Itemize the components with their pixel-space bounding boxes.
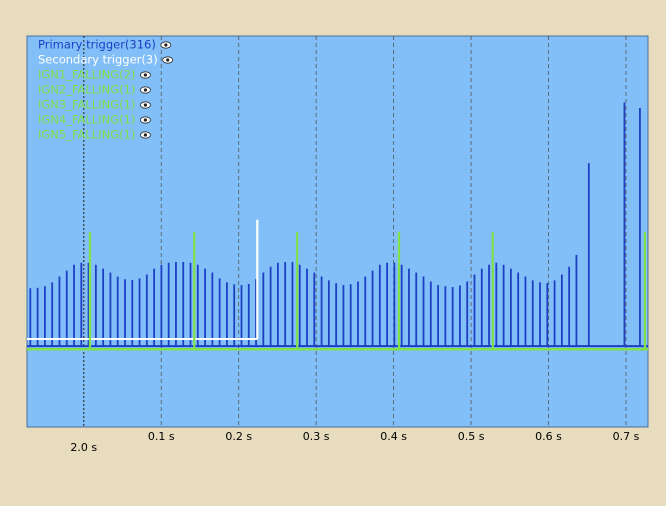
- grid: 2.0 s 0.1 s 0.2 s 0.3 s 0.4 s 0.5 s 0.6 s 0.7 s: [70, 36, 640, 454]
- legend: Primary trigger(316)Secondary trigger(3)…: [38, 38, 174, 142]
- marks: [27, 102, 648, 351]
- legend-entry[interactable]: IGN5_FALLING(1): [38, 128, 135, 142]
- legend-entry[interactable]: IGN1_FALLING(2): [38, 68, 135, 82]
- x-tick-label: 0.5 s: [458, 430, 485, 443]
- x-tick-label: 0.4 s: [380, 430, 407, 443]
- visibility-eye-pupil: [143, 133, 148, 137]
- x-tick-label: 2.0 s: [70, 441, 97, 454]
- legend-entry[interactable]: Primary trigger(316): [38, 38, 156, 52]
- x-tick-label: 0.2 s: [225, 430, 252, 443]
- legend-entry[interactable]: IGN3_FALLING(1): [38, 98, 135, 112]
- plot-area: [26, 35, 649, 428]
- visibility-eye-pupil: [143, 88, 148, 92]
- visibility-eye-pupil: [143, 103, 148, 107]
- x-tick-label: 0.6 s: [535, 430, 562, 443]
- visibility-eye-pupil: [143, 73, 148, 77]
- legend-entry[interactable]: Secondary trigger(3): [38, 53, 158, 67]
- x-tick-label: 0.7 s: [613, 430, 640, 443]
- visibility-eye-pupil: [164, 43, 168, 47]
- x-tick-label: 0.3 s: [303, 430, 330, 443]
- visibility-eye-pupil: [143, 118, 148, 122]
- legend-entry[interactable]: IGN4_FALLING(1): [38, 113, 135, 127]
- x-tick-label: 0.1 s: [148, 430, 175, 443]
- legend-entry[interactable]: IGN2_FALLING(1): [38, 83, 135, 97]
- visibility-eye-pupil: [166, 58, 170, 62]
